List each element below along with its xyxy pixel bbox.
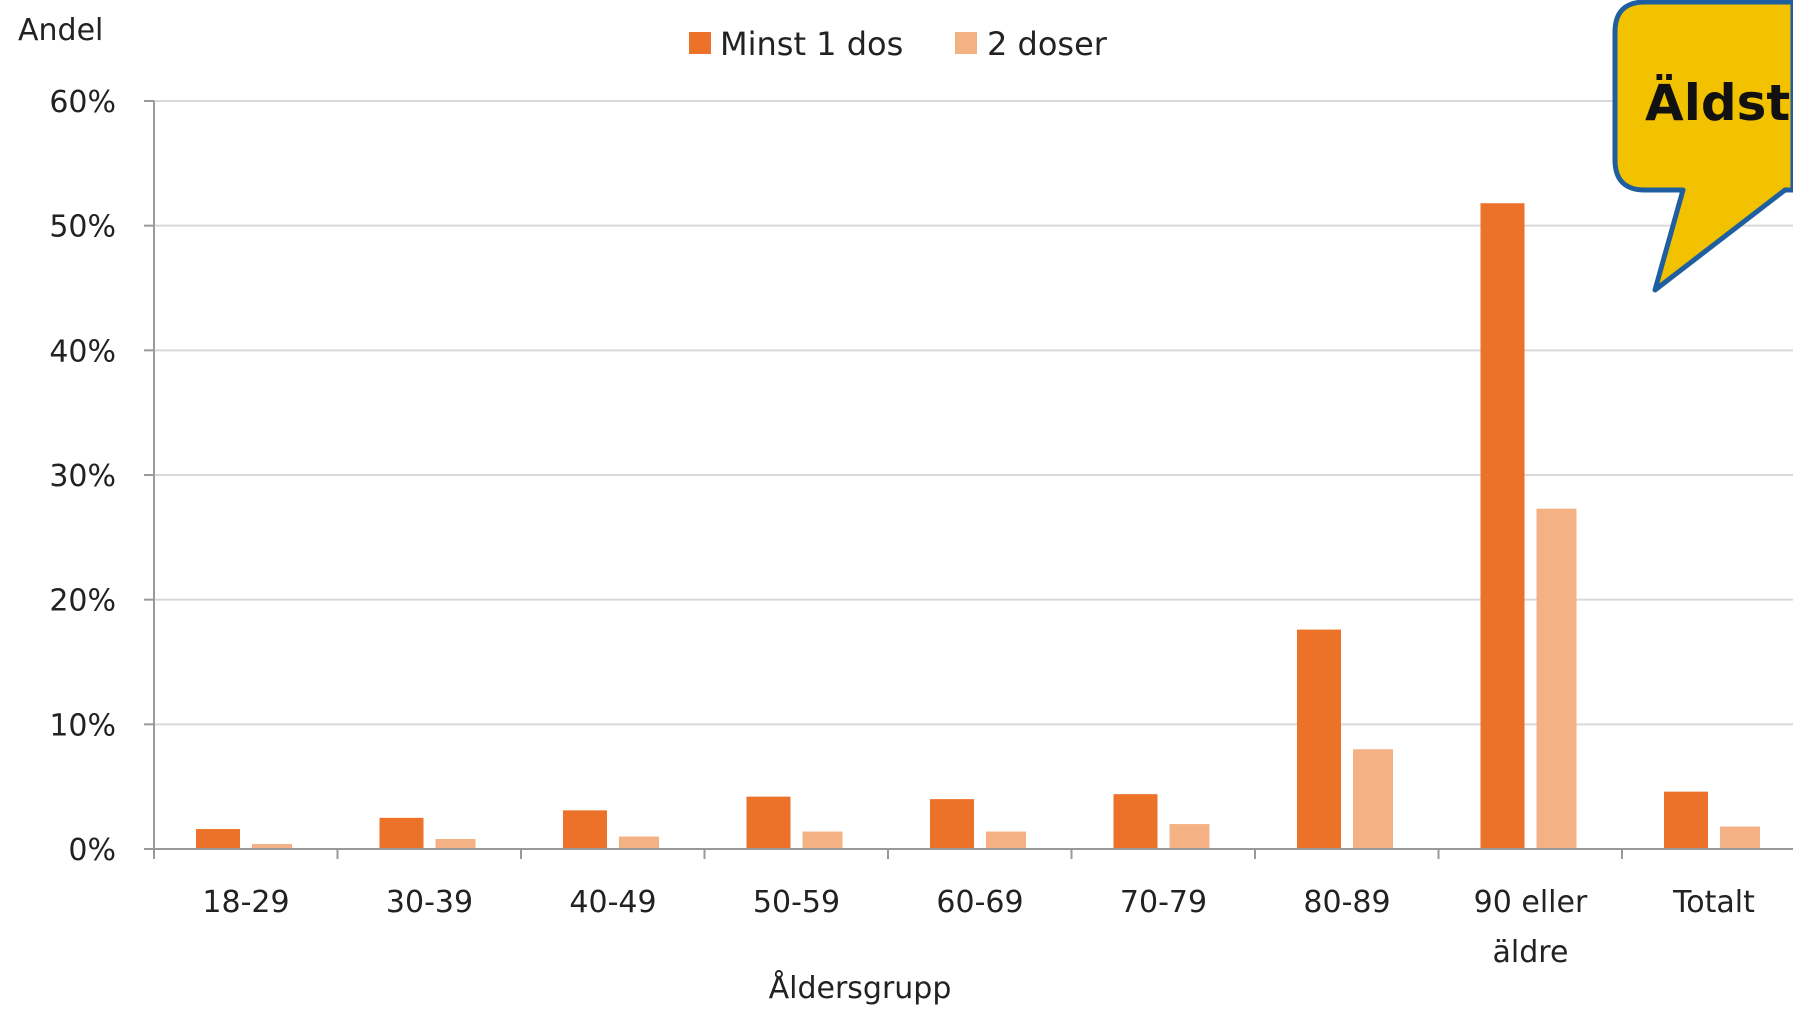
bar-minst-1-dos-5	[1113, 794, 1158, 849]
bar-2-doser-3	[802, 831, 843, 849]
y-tick-label: 30%	[49, 459, 116, 494]
y-axis-title: Andel	[18, 13, 103, 48]
y-tick-label: 60%	[49, 85, 116, 120]
bar-minst-1-dos-7	[1480, 203, 1525, 849]
legend-swatch-minst-1-dos	[689, 32, 711, 54]
x-tick-label: 30-39	[386, 885, 473, 920]
bar-minst-1-dos-6	[1297, 629, 1341, 849]
x-tick-label: 90 eller äldre	[1474, 885, 1588, 970]
y-tick-label: 40%	[49, 334, 116, 369]
bar-minst-1-dos-0	[196, 829, 240, 849]
callout-shape	[1612, 0, 1793, 293]
x-tick-labels: 18-29 30-39 40-49 50-59 60-69 70-79 80-89 90 el…	[202, 885, 1755, 970]
bar-2-doser-0	[252, 844, 292, 849]
bar-2-doser-8	[1720, 826, 1760, 849]
x-axis-title: Åldersgrupp	[769, 970, 952, 1006]
legend: Minst 1 dos 2 doser	[689, 25, 1108, 63]
bar-minst-1-dos-4	[930, 799, 974, 849]
bar-minst-1-dos-1	[379, 817, 424, 849]
x-tick-label: 50-59	[753, 885, 840, 920]
bar-2-doser-6	[1353, 749, 1393, 849]
y-tick-label: 10%	[49, 708, 116, 743]
y-tick-label: 0%	[68, 833, 116, 868]
callout-text: Äldst	[1645, 74, 1790, 132]
bar-2-doser-5	[1169, 824, 1210, 849]
bar-minst-1-dos-8	[1664, 791, 1708, 849]
axes	[144, 100, 1793, 859]
legend-label-minst-1-dos: Minst 1 dos	[720, 25, 903, 63]
bar-2-doser-7	[1536, 508, 1577, 849]
legend-label-2-doser: 2 doser	[987, 25, 1108, 63]
y-tick-labels: 0% 10% 20% 30% 40% 50% 60%	[49, 85, 116, 868]
bars	[196, 203, 1760, 849]
callout-bubble: Äldst	[1612, 0, 1793, 293]
x-tick-label: 60-69	[936, 885, 1023, 920]
x-tick-label: 18-29	[202, 885, 289, 920]
x-tick-label: 80-89	[1303, 885, 1390, 920]
y-tick-label: 50%	[49, 210, 116, 245]
bar-2-doser-4	[986, 831, 1026, 849]
bar-minst-1-dos-3	[746, 796, 791, 849]
legend-swatch-2-doser	[955, 32, 977, 54]
x-tick-label: 70-79	[1120, 885, 1207, 920]
x-tick-label: Totalt	[1672, 885, 1755, 920]
y-tick-label: 20%	[49, 584, 116, 619]
bar-2-doser-1	[435, 839, 476, 849]
x-tick-label: 40-49	[569, 885, 656, 920]
bar-minst-1-dos-2	[563, 810, 607, 849]
bar-2-doser-2	[619, 836, 659, 849]
